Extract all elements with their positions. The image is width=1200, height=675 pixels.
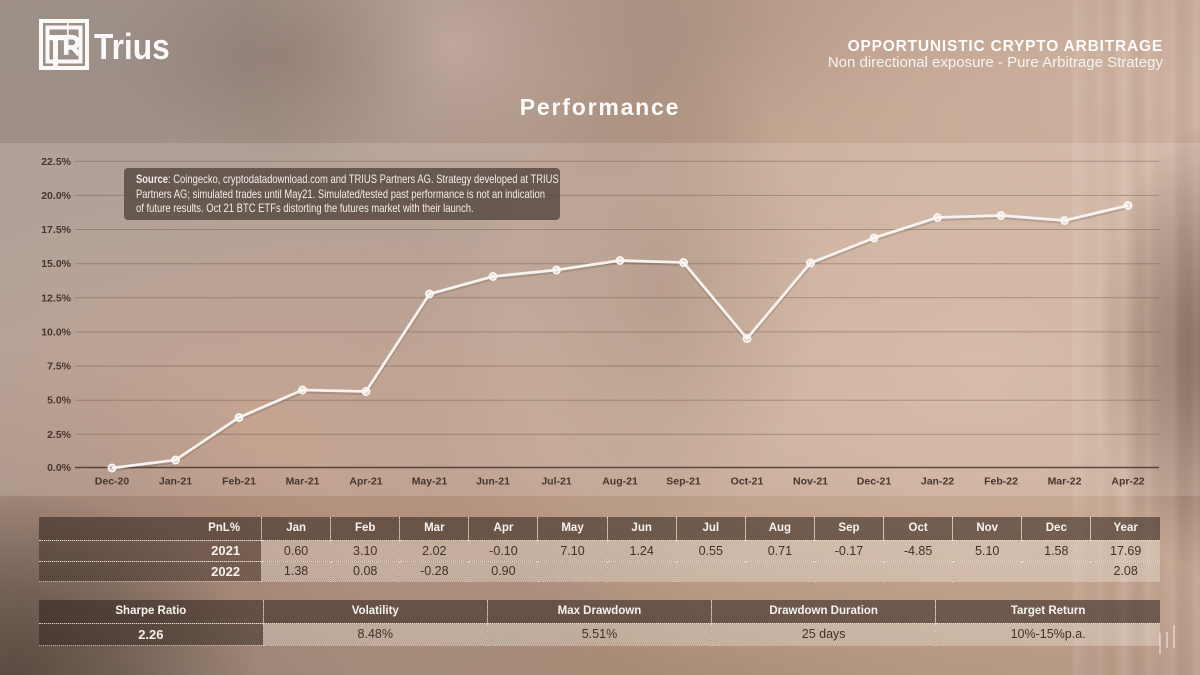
svg-text:Dec-20: Dec-20 [95, 476, 130, 488]
svg-text:5.0%: 5.0% [47, 395, 72, 407]
svg-text:7.5%: 7.5% [47, 361, 72, 373]
svg-text:2.5%: 2.5% [47, 429, 72, 441]
svg-text:Jun-21: Jun-21 [476, 476, 510, 488]
svg-text:0.0%: 0.0% [47, 462, 72, 474]
svg-text:Oct-21: Oct-21 [731, 476, 764, 488]
svg-text:22.5%: 22.5% [41, 156, 71, 168]
svg-text:Sep-21: Sep-21 [666, 476, 701, 488]
svg-text:May-21: May-21 [412, 476, 448, 488]
svg-text:Apr-22: Apr-22 [1111, 476, 1144, 488]
svg-text:20.0%: 20.0% [41, 190, 71, 202]
svg-text:17.5%: 17.5% [41, 224, 71, 236]
svg-text:12.5%: 12.5% [41, 292, 71, 304]
svg-text:Feb-21: Feb-21 [222, 476, 256, 488]
svg-text:10.0%: 10.0% [41, 326, 71, 338]
svg-text:15.0%: 15.0% [41, 258, 71, 270]
svg-text:Mar-22: Mar-22 [1048, 476, 1082, 488]
svg-text:Apr-21: Apr-21 [349, 476, 382, 488]
svg-text:Feb-22: Feb-22 [984, 476, 1018, 488]
svg-text:Jan-21: Jan-21 [159, 476, 192, 488]
svg-text:Aug-21: Aug-21 [602, 476, 638, 488]
svg-text:Jul-21: Jul-21 [541, 476, 572, 488]
svg-text:Nov-21: Nov-21 [793, 476, 828, 488]
svg-text:Jan-22: Jan-22 [921, 476, 954, 488]
svg-text:Dec-21: Dec-21 [857, 476, 892, 488]
svg-text:Mar-21: Mar-21 [286, 476, 320, 488]
